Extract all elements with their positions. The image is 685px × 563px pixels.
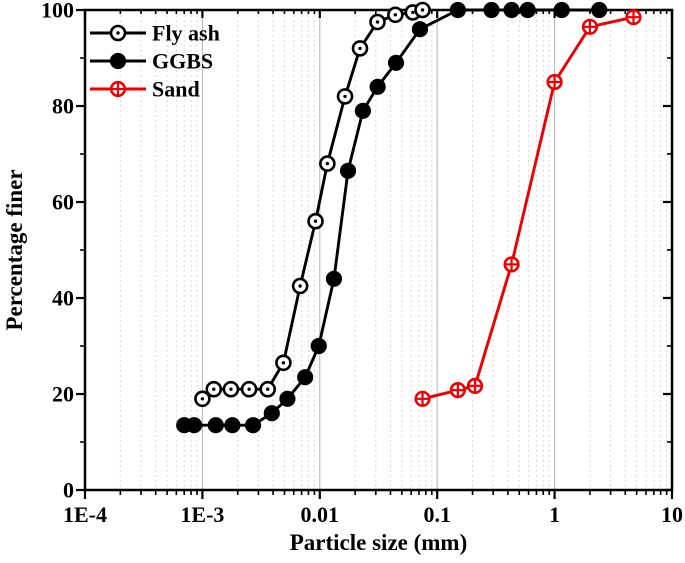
data-point-center-dot xyxy=(247,387,251,391)
data-point-center-dot xyxy=(375,20,380,24)
data-point-filled-circle xyxy=(339,162,357,179)
data-point-center-dot xyxy=(420,8,425,12)
data-point-filled-circle xyxy=(553,1,570,19)
data-point-filled-circle xyxy=(109,52,127,70)
data-point-filled-circle xyxy=(503,1,520,19)
legend-label-sand: Sand xyxy=(152,77,200,102)
data-point-filled-circle xyxy=(483,1,500,19)
x-tick-label: 1E-3 xyxy=(180,502,224,527)
data-point-filled-circle xyxy=(224,417,241,434)
data-point-center-dot xyxy=(281,361,286,365)
data-point-filled-circle xyxy=(263,405,280,422)
y-tick-label: 100 xyxy=(41,0,74,23)
x-tick-label: 1 xyxy=(549,502,560,527)
data-point-center-dot xyxy=(313,219,318,223)
data-point-center-dot xyxy=(116,31,120,35)
x-tick-label: 1E-4 xyxy=(63,502,107,527)
data-point-center-dot xyxy=(200,397,205,401)
data-point-center-dot xyxy=(358,46,362,51)
y-tick-label: 0 xyxy=(63,478,74,503)
data-point-filled-circle xyxy=(186,417,203,434)
y-tick-label: 40 xyxy=(52,286,74,311)
data-point-filled-circle xyxy=(325,270,343,287)
y-tick-label: 20 xyxy=(52,382,74,407)
series-line-fly-ash xyxy=(200,8,424,401)
series-line-ggbs xyxy=(182,8,601,427)
data-point-filled-circle xyxy=(449,1,466,19)
data-point-filled-circle xyxy=(310,337,327,355)
x-tick-label: 0.01 xyxy=(301,502,340,527)
data-point-filled-circle xyxy=(411,21,429,38)
data-point-filled-circle xyxy=(387,54,405,71)
legend-label-fly-ash: Fly ash xyxy=(152,21,220,46)
data-point-filled-circle xyxy=(279,390,296,407)
data-point-center-dot xyxy=(393,13,398,17)
legend-label-ggbs: GGBS xyxy=(152,49,213,74)
y-tick-label: 80 xyxy=(52,94,74,119)
data-point-center-dot xyxy=(325,161,330,166)
data-point-filled-circle xyxy=(297,369,314,386)
data-point-filled-circle xyxy=(207,417,224,434)
x-tick-label: 0.1 xyxy=(423,502,451,527)
y-axis-title: Percentage finer xyxy=(2,169,27,330)
data-point-center-dot xyxy=(266,387,270,391)
y-tick-label: 60 xyxy=(52,190,74,215)
data-point-center-dot xyxy=(229,387,233,391)
data-point-filled-circle xyxy=(244,417,262,434)
x-axis-title: Particle size (mm) xyxy=(290,530,468,555)
data-point-filled-circle xyxy=(354,102,372,119)
data-point-center-dot xyxy=(411,10,415,15)
data-point-center-dot xyxy=(343,94,347,99)
data-point-filled-circle xyxy=(519,1,536,19)
series-line-sand xyxy=(421,15,635,401)
data-point-center-dot xyxy=(212,387,216,391)
x-tick-label: 10 xyxy=(661,502,683,527)
data-point-filled-circle xyxy=(369,78,386,95)
data-point-center-dot xyxy=(298,284,302,288)
data-point-filled-circle xyxy=(591,1,608,19)
